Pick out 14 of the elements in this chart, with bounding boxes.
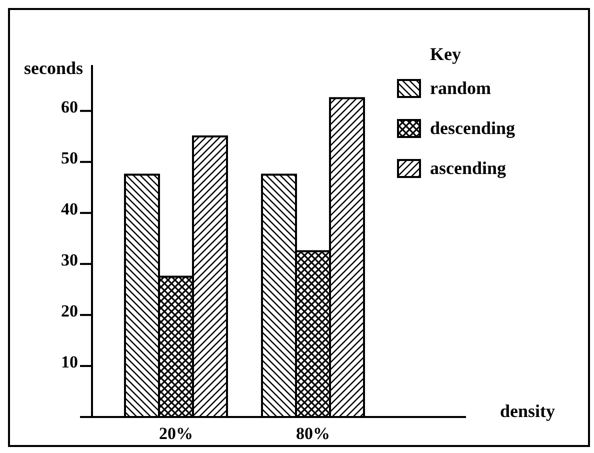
- legend-label: ascending: [430, 158, 506, 178]
- y-tick-label: 60: [61, 98, 78, 117]
- y-tick-label: 20: [61, 302, 78, 321]
- y-tick-label: 40: [61, 200, 78, 219]
- legend-label: random: [430, 78, 492, 98]
- x-axis-title: density: [500, 401, 556, 421]
- y-axis-title: seconds: [24, 58, 84, 78]
- y-tick-label: 50: [61, 148, 78, 168]
- y-tick-label: 30: [61, 250, 78, 270]
- legend-title: Key: [430, 44, 461, 64]
- legend-label: descending: [430, 118, 516, 138]
- x-tick-label: 80%: [296, 424, 330, 443]
- x-tick-label: 20%: [159, 424, 193, 443]
- y-tick-label: 10: [61, 352, 78, 372]
